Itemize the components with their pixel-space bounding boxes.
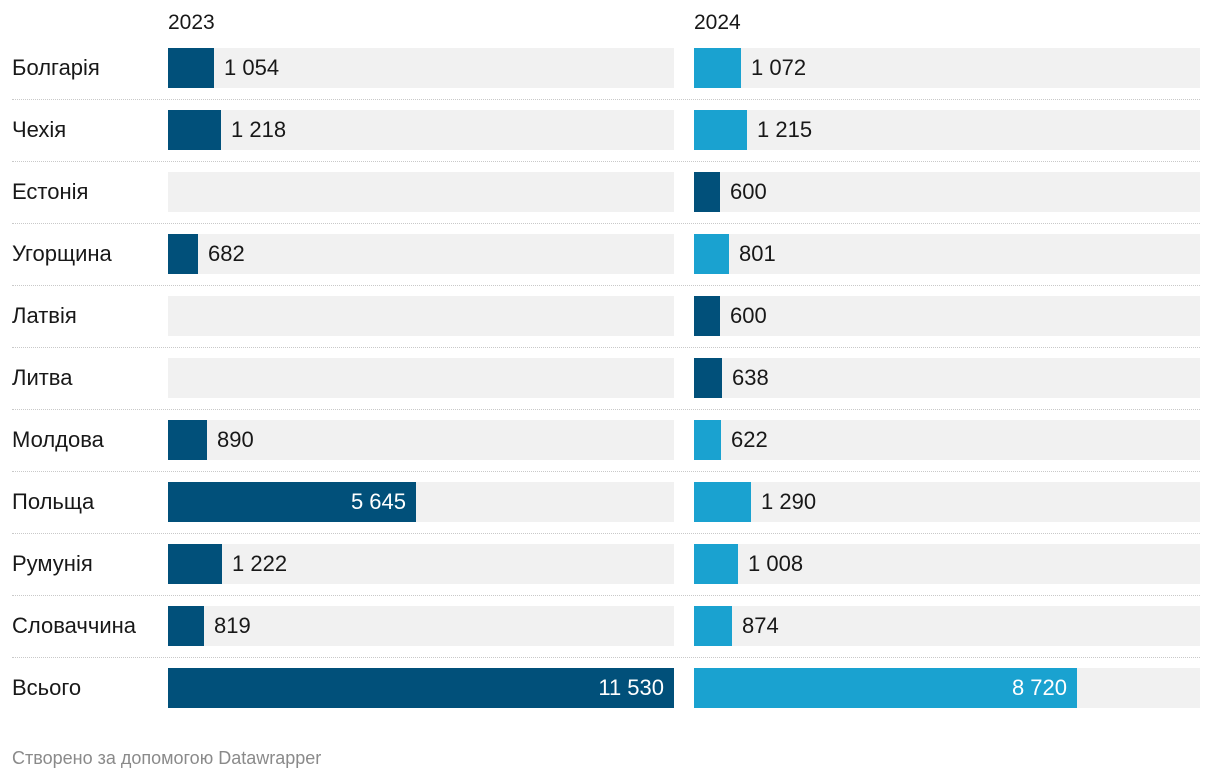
country-label: Естонія — [12, 179, 89, 204]
value-label: 1 218 — [231, 117, 287, 142]
value-label: 8 720 — [1011, 675, 1067, 700]
row-separator — [12, 99, 1200, 100]
bar-2023 — [168, 544, 222, 584]
value-label: 890 — [217, 427, 254, 452]
bar-track — [168, 544, 674, 584]
row-separator — [12, 409, 1200, 410]
country-label: Болгарія — [12, 55, 100, 80]
bar-track — [694, 420, 1200, 460]
bar-2024 — [694, 296, 720, 336]
bar-track — [168, 296, 674, 336]
bar-track — [168, 48, 674, 88]
bar-track — [694, 296, 1200, 336]
row-separator — [12, 161, 1200, 162]
row-separator — [12, 657, 1200, 658]
bar-track — [694, 358, 1200, 398]
bar-track — [168, 234, 674, 274]
bar-2023 — [168, 48, 214, 88]
row-separator — [12, 471, 1200, 472]
bar-2024 — [694, 48, 741, 88]
value-label: 638 — [732, 365, 769, 390]
country-label: Румунія — [12, 551, 93, 576]
row-separator — [12, 595, 1200, 596]
row-separator — [12, 223, 1200, 224]
bar-2024 — [694, 234, 729, 274]
country-label: Словаччина — [12, 613, 136, 638]
country-label: Чехія — [12, 117, 67, 142]
bar-2024 — [694, 482, 751, 522]
country-label: Польща — [12, 489, 95, 514]
value-label: 1 215 — [757, 117, 813, 142]
chart-credit: Створено за допомогою Datawrapper — [12, 748, 322, 768]
bar-track — [694, 482, 1200, 522]
value-label: 600 — [730, 179, 767, 204]
value-label: 5 645 — [350, 489, 406, 514]
bar-2024 — [694, 668, 1077, 708]
bar-track — [694, 48, 1200, 88]
bar-track — [694, 606, 1200, 646]
bar-2023 — [168, 234, 198, 274]
bar-track — [694, 544, 1200, 584]
bar-2024 — [694, 606, 732, 646]
bar-2024 — [694, 358, 722, 398]
country-label: Всього — [12, 675, 82, 700]
bar-2023 — [168, 668, 674, 708]
row-separator — [12, 347, 1200, 348]
value-label: 1 222 — [232, 551, 288, 576]
bar-track — [168, 110, 674, 150]
bar-track — [694, 172, 1200, 212]
bar-track — [694, 234, 1200, 274]
country-label: Молдова — [12, 427, 104, 452]
bar-2023 — [168, 420, 207, 460]
bar-track — [168, 420, 674, 460]
value-label: 1 072 — [751, 55, 807, 80]
value-label: 600 — [730, 303, 767, 328]
bar-track — [168, 606, 674, 646]
bar-track — [168, 172, 674, 212]
bar-2023 — [168, 482, 416, 522]
value-label: 1 290 — [761, 489, 817, 514]
value-label: 819 — [214, 613, 251, 638]
bar-2024 — [694, 110, 747, 150]
value-label: 801 — [739, 241, 776, 266]
bar-track — [168, 358, 674, 398]
value-label: 682 — [208, 241, 245, 266]
country-label: Латвія — [12, 303, 77, 328]
bar-2024 — [694, 420, 721, 460]
bar-2024 — [694, 544, 738, 584]
bar-2024 — [694, 172, 720, 212]
row-separator — [12, 533, 1200, 534]
value-label: 1 054 — [224, 55, 280, 80]
value-label: 1 008 — [748, 551, 804, 576]
country-label: Угорщина — [12, 241, 112, 266]
value-label: 11 530 — [598, 675, 664, 700]
column-header-2023: 2023 — [168, 11, 215, 34]
bar-track — [694, 110, 1200, 150]
row-separator — [12, 285, 1200, 286]
bar-2023 — [168, 110, 221, 150]
bar-2023 — [168, 606, 204, 646]
country-label: Литва — [12, 365, 73, 390]
column-header-2024: 2024 — [694, 11, 741, 34]
value-label: 622 — [731, 427, 768, 452]
value-label: 874 — [742, 613, 779, 638]
